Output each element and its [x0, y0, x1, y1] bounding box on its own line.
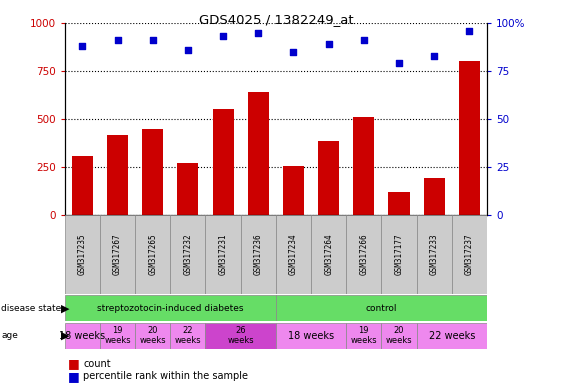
- Bar: [171, 215, 205, 294]
- Bar: [283, 166, 304, 215]
- Text: 22
weeks: 22 weeks: [175, 326, 201, 345]
- Bar: [423, 177, 445, 215]
- Bar: [318, 141, 339, 215]
- Point: [430, 53, 439, 59]
- Text: ■: ■: [68, 370, 79, 383]
- Point: [218, 33, 227, 40]
- Bar: [205, 323, 276, 349]
- Point: [78, 43, 87, 49]
- Text: control: control: [366, 304, 397, 313]
- Bar: [177, 163, 199, 215]
- Bar: [276, 215, 311, 294]
- Text: 20
weeks: 20 weeks: [140, 326, 166, 345]
- Point: [289, 49, 298, 55]
- Text: GSM317266: GSM317266: [359, 233, 368, 275]
- Text: GDS4025 / 1382249_at: GDS4025 / 1382249_at: [199, 13, 353, 26]
- Text: ▶: ▶: [61, 303, 69, 313]
- Point: [148, 37, 157, 43]
- Bar: [417, 215, 452, 294]
- Bar: [65, 323, 100, 349]
- Bar: [142, 129, 163, 215]
- Text: 18 weeks: 18 weeks: [288, 331, 334, 341]
- Bar: [65, 295, 276, 321]
- Bar: [72, 156, 93, 215]
- Bar: [459, 61, 480, 215]
- Text: disease state: disease state: [1, 304, 61, 313]
- Bar: [241, 215, 276, 294]
- Point: [184, 47, 193, 53]
- Point: [359, 37, 368, 43]
- Bar: [276, 323, 346, 349]
- Bar: [107, 136, 128, 215]
- Text: streptozotocin-induced diabetes: streptozotocin-induced diabetes: [97, 304, 244, 313]
- Text: 22 weeks: 22 weeks: [428, 331, 475, 341]
- Text: count: count: [83, 359, 111, 369]
- Bar: [135, 215, 171, 294]
- Text: 20
weeks: 20 weeks: [386, 326, 412, 345]
- Point: [465, 28, 474, 34]
- Point: [254, 30, 263, 36]
- Text: GSM317264: GSM317264: [324, 233, 333, 275]
- Bar: [135, 323, 171, 349]
- Text: ▶: ▶: [61, 331, 69, 341]
- Bar: [388, 192, 410, 215]
- Text: percentile rank within the sample: percentile rank within the sample: [83, 371, 248, 381]
- Bar: [311, 215, 346, 294]
- Bar: [171, 323, 205, 349]
- Text: GSM317234: GSM317234: [289, 233, 298, 275]
- Bar: [100, 215, 135, 294]
- Bar: [346, 215, 382, 294]
- Text: ■: ■: [68, 358, 79, 371]
- Bar: [248, 92, 269, 215]
- Bar: [382, 323, 417, 349]
- Text: GSM317177: GSM317177: [395, 233, 404, 275]
- Bar: [417, 323, 487, 349]
- Point: [395, 60, 404, 66]
- Bar: [452, 215, 487, 294]
- Bar: [65, 215, 100, 294]
- Bar: [382, 215, 417, 294]
- Text: GSM317231: GSM317231: [218, 233, 227, 275]
- Text: GSM317232: GSM317232: [184, 233, 193, 275]
- Text: GSM317265: GSM317265: [148, 233, 157, 275]
- Text: GSM317236: GSM317236: [254, 233, 263, 275]
- Bar: [354, 117, 374, 215]
- Bar: [346, 323, 382, 349]
- Text: GSM317235: GSM317235: [78, 233, 87, 275]
- Text: age: age: [1, 331, 18, 340]
- Bar: [213, 109, 234, 215]
- Bar: [205, 215, 241, 294]
- Text: 19
weeks: 19 weeks: [351, 326, 377, 345]
- Text: GSM317233: GSM317233: [430, 233, 439, 275]
- Bar: [100, 323, 135, 349]
- Text: 19
weeks: 19 weeks: [104, 326, 131, 345]
- Bar: [276, 295, 487, 321]
- Point: [324, 41, 333, 47]
- Text: 18 weeks: 18 weeks: [59, 331, 105, 341]
- Point: [113, 37, 122, 43]
- Text: GSM317237: GSM317237: [465, 233, 474, 275]
- Text: 26
weeks: 26 weeks: [227, 326, 254, 345]
- Text: GSM317267: GSM317267: [113, 233, 122, 275]
